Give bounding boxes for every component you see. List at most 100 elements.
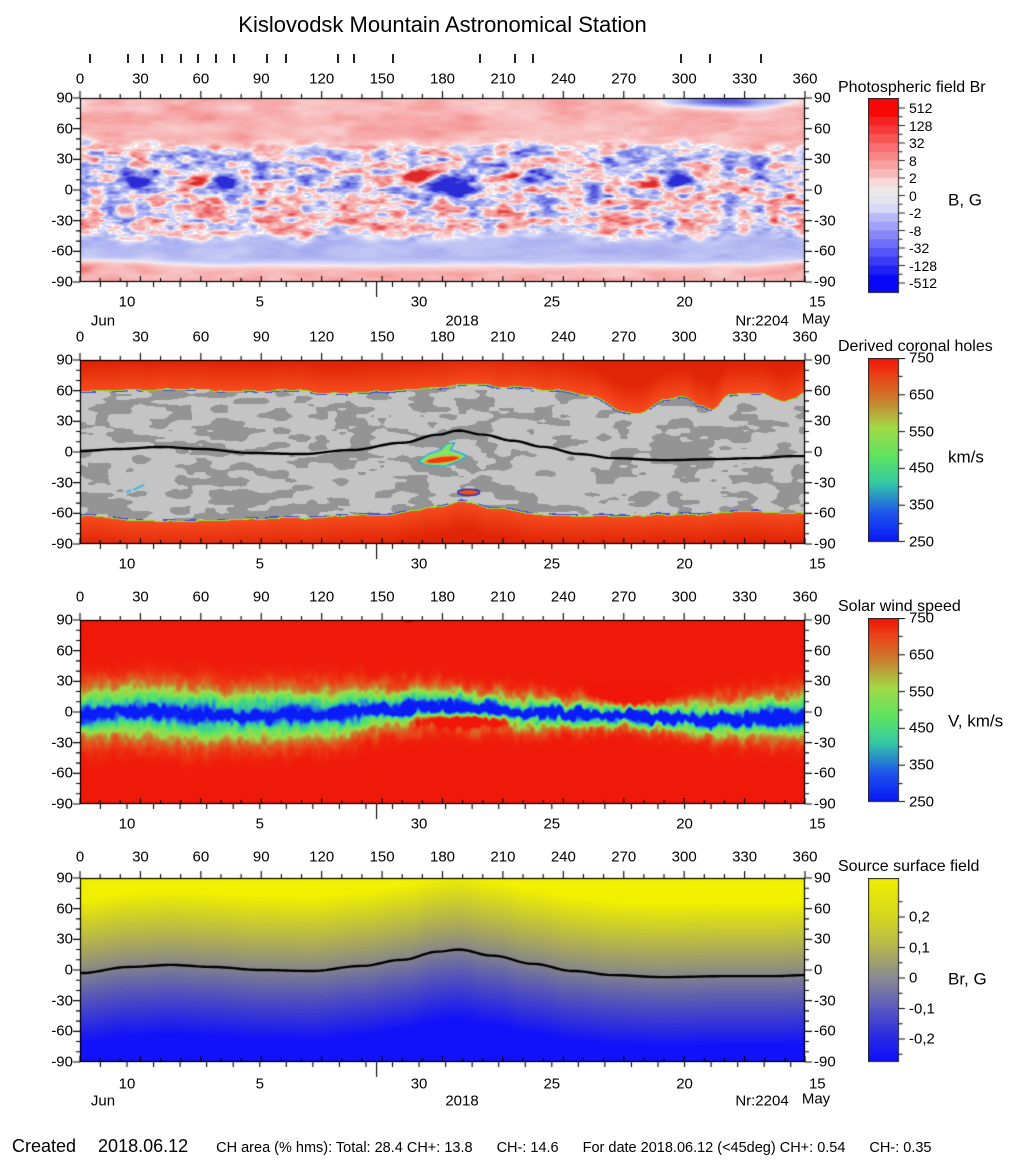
- lon-axis-label: 270: [611, 588, 637, 606]
- observation-tick: [709, 54, 712, 63]
- date-label: 5: [255, 815, 264, 833]
- colorbar: [868, 98, 910, 295]
- rotation-number: Nr:2204: [735, 312, 789, 330]
- date-label: 15: [808, 815, 826, 833]
- lat-axis-label-right: 30: [814, 930, 831, 948]
- lon-axis-label: 30: [132, 328, 149, 346]
- colorbar-tick-label: 650: [909, 386, 935, 404]
- colorbar-tick-label: 250: [909, 533, 935, 551]
- footer-stat-2: For date 2018.06.12 (<45deg) CH+: 0.54: [582, 1140, 846, 1156]
- colorbar-tick-label: -512: [909, 275, 938, 291]
- lat-axis-label-right: -60: [814, 1022, 836, 1040]
- date-label: 30: [410, 293, 428, 311]
- colorbar-tick-label: 450: [909, 719, 935, 737]
- lat-axis-label-right: 0: [814, 961, 823, 979]
- lon-axis-label: 0: [75, 70, 85, 88]
- month-label-right: May: [801, 310, 831, 328]
- colorbar: [868, 358, 910, 544]
- lat-axis-label-left: 30: [56, 412, 73, 430]
- axis-frame: [65, 345, 820, 573]
- lat-axis-label-left: 90: [56, 869, 73, 887]
- axis-frame: [65, 605, 820, 833]
- colorbar-tick-label: 550: [909, 683, 935, 701]
- lat-axis-label-left: 0: [64, 443, 73, 461]
- colorbar-tick-label: 0: [909, 969, 918, 987]
- lon-axis-label: 90: [252, 588, 270, 606]
- lat-axis-label-left: -30: [51, 992, 73, 1010]
- lat-axis-label-right: 90: [814, 611, 831, 629]
- lon-axis-label: 0: [75, 328, 85, 346]
- colorbar-tick-label: -0,2: [909, 1030, 935, 1048]
- lon-axis-label: 30: [132, 70, 149, 88]
- observation-tick: [760, 54, 763, 63]
- lon-axis-label: 150: [369, 848, 395, 866]
- date-label: 10: [118, 555, 136, 573]
- colorbar-tick-label: -0,1: [909, 1000, 935, 1017]
- colorbar-tick-label: 350: [909, 756, 935, 774]
- observation-tick: [285, 54, 288, 63]
- lon-axis-label: 360: [792, 70, 818, 88]
- lon-axis-label: 270: [611, 70, 637, 88]
- rotation-number: Nr:2204: [735, 1092, 789, 1110]
- lon-axis-label: 180: [429, 588, 456, 606]
- date-label: 15: [808, 1075, 826, 1093]
- lat-axis-label-right: -30: [814, 474, 836, 492]
- lat-axis-label-left: 30: [56, 150, 73, 168]
- lat-axis-label-right: -60: [814, 504, 836, 522]
- month-label-right: May: [801, 1090, 831, 1108]
- lon-axis-label: 30: [132, 848, 149, 866]
- lon-axis-label: 120: [309, 70, 335, 88]
- colorbar-tick-label: -2: [909, 205, 922, 221]
- axis-frame: [65, 83, 820, 311]
- lon-axis-label: 300: [671, 328, 697, 346]
- lon-axis-label: 240: [550, 328, 576, 346]
- observation-tick: [232, 54, 235, 63]
- lat-axis-label-left: 60: [56, 642, 73, 660]
- year-label: 2018: [445, 312, 479, 330]
- observation-tick: [180, 54, 183, 63]
- lon-axis-label: 150: [369, 70, 395, 88]
- lat-axis-label-left: 30: [56, 672, 73, 690]
- lon-axis-label: 0: [75, 588, 85, 606]
- colorbar-title: Derived coronal holes: [838, 338, 993, 355]
- lat-axis-label-right: 90: [814, 869, 831, 887]
- lat-axis-label-left: 60: [56, 900, 73, 918]
- colorbar-tick-label: 0,2: [909, 908, 930, 926]
- colorbar-tick-label: 750: [909, 609, 935, 627]
- lat-axis-label-left: -60: [51, 764, 73, 782]
- date-label: 10: [118, 815, 136, 833]
- date-label: 20: [676, 293, 693, 311]
- colorbar-tick-label: 750: [909, 349, 935, 367]
- colorbar-tick-label: 450: [909, 459, 935, 477]
- lat-axis-label-left: 90: [56, 611, 73, 629]
- observation-tick: [337, 54, 340, 63]
- colorbar-tick-label: 650: [909, 646, 935, 664]
- lat-axis-label-right: -90: [814, 1053, 836, 1071]
- lon-axis-label: 180: [429, 848, 456, 866]
- date-label: 25: [543, 293, 561, 311]
- created-date: 2018.06.12: [98, 1136, 189, 1156]
- observation-tick: [478, 54, 481, 63]
- colorbar-unit: B, G: [948, 190, 983, 210]
- lat-axis-label-right: -60: [814, 764, 836, 782]
- lon-axis-label: 330: [732, 848, 758, 866]
- date-label: 30: [410, 815, 428, 833]
- lat-axis-label-right: 60: [814, 900, 831, 918]
- colorbar-unit: Br, G: [948, 969, 987, 989]
- lat-axis-label-left: 90: [56, 89, 73, 107]
- date-label: 30: [410, 555, 428, 573]
- colorbar-tick-label: 32: [909, 135, 925, 151]
- month-label-left: Jun: [90, 312, 116, 330]
- lat-axis-label-right: 0: [814, 443, 823, 461]
- observation-tick: [161, 54, 164, 63]
- footer: Created 2018.06.12 CH area (% hms): Tota…: [12, 1136, 1012, 1157]
- ch-area-stats: CH area (% hms): Total: 28.4 CH+: 13.8 CH…: [216, 1140, 955, 1156]
- lon-axis-label: 360: [792, 588, 818, 606]
- lat-axis-label-left: 0: [64, 181, 73, 199]
- observation-tick: [196, 54, 199, 63]
- lon-axis-label: 180: [429, 70, 456, 88]
- lat-axis-label-left: -90: [51, 273, 73, 291]
- lon-axis-label: 300: [671, 70, 697, 88]
- lon-axis-label: 240: [550, 588, 576, 606]
